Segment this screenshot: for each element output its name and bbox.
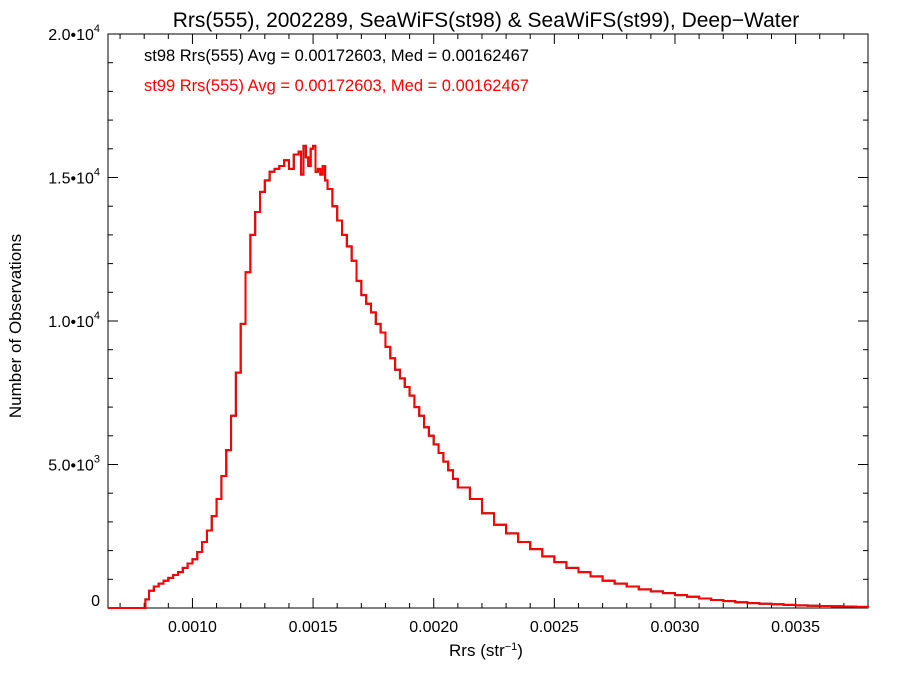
y-tick-label: 2.0•104 (48, 23, 100, 44)
series-layer (108, 144, 869, 609)
x-axis-label-superscript: −1 (505, 641, 518, 653)
series-line-st98 (108, 144, 869, 609)
x-tick-labels: 0.0010 0.0015 0.0020 0.0025 0.0030 0.0035 (168, 619, 820, 636)
x-tick-label: 0.0035 (771, 619, 820, 636)
y-tick-label: 1.0•104 (48, 310, 100, 331)
axis-ticks (108, 33, 869, 609)
x-tick-label: 0.0020 (409, 619, 458, 636)
x-tick-label: 0.0025 (530, 619, 579, 636)
x-tick-label: 0.0030 (651, 619, 700, 636)
chart-title: Rrs(555), 2002289, SeaWiFS(st98) & SeaWi… (173, 9, 800, 32)
y-tick-labels: 0 5.0•103 1.0•104 1.5•104 2.0•104 (48, 23, 100, 610)
x-tick-label: 0.0015 (289, 619, 338, 636)
x-tick-label: 0.0010 (168, 619, 217, 636)
x-axis-label: Rrs (str−1) (449, 641, 523, 660)
plot-frame (107, 33, 869, 609)
annotation-st98: st98 Rrs(555) Avg = 0.00172603, Med = 0.… (144, 47, 529, 65)
y-axis-label: Number of Observations (6, 234, 25, 418)
plot-area (107, 33, 869, 609)
x-axis-label-end: ) (517, 641, 523, 660)
y-tick-label: 5.0•103 (48, 454, 100, 475)
series-line-st99 (108, 144, 869, 609)
y-tick-label: 1.5•104 (48, 167, 100, 188)
y-tick-label: 0 (91, 593, 100, 610)
x-axis-label-main: Rrs (str (449, 641, 505, 660)
annotation-st99: st99 Rrs(555) Avg = 0.00172603, Med = 0.… (144, 77, 529, 95)
